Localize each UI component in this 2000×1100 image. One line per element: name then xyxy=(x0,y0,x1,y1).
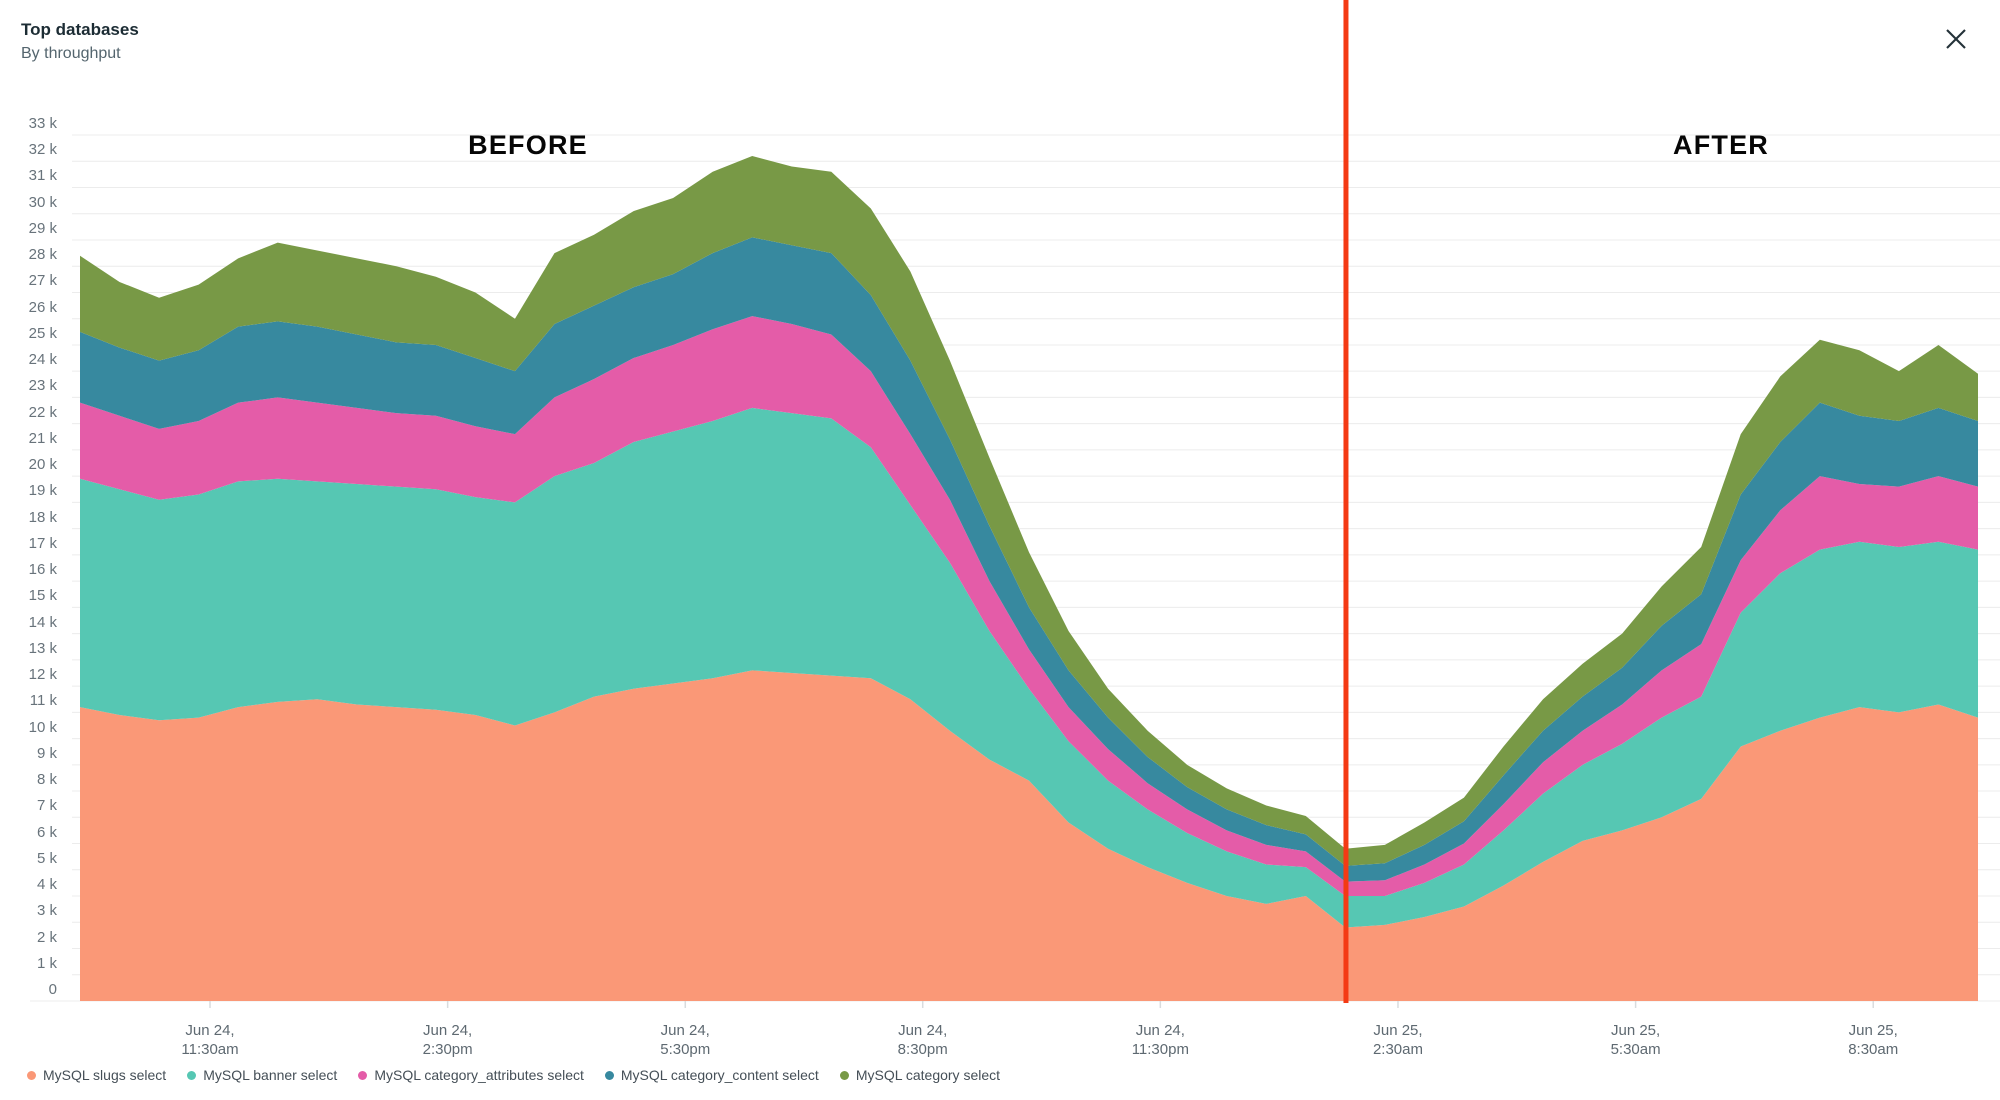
y-tick-label: 30 k xyxy=(28,193,57,211)
y-tick-label: 22 k xyxy=(28,403,57,421)
legend-dot xyxy=(604,1070,614,1080)
chart-legend: MySQL slugs select MySQL banner select MyS… xyxy=(27,1067,1000,1083)
x-tick-label: Jun 25, 2:30am xyxy=(1372,1022,1423,1058)
x-tick-label: Jun 24, 5:30pm xyxy=(660,1022,711,1058)
y-tick-label: 1 k xyxy=(36,954,57,972)
y-tick-label: 8 k xyxy=(36,771,57,789)
legend-label: MySQL banner select xyxy=(203,1067,338,1083)
x-tick-label: Jun 25, 8:30am xyxy=(1848,1022,1899,1058)
area-mysql-slugs-select xyxy=(80,670,1978,1001)
y-tick-label: 2 k xyxy=(36,928,57,946)
x-tick-label: Jun 24, 2:30pm xyxy=(422,1022,473,1058)
legend-label: MySQL category select xyxy=(855,1067,1001,1083)
x-tick-label: Jun 24, 11:30pm xyxy=(1131,1022,1189,1058)
y-tick-label: 19 k xyxy=(28,482,57,500)
x-tick-label: Jun 24, 11:30am xyxy=(181,1022,239,1058)
legend-item-mysql-category-content-select[interactable]: MySQL category_content select xyxy=(604,1067,819,1083)
y-tick-label: 23 k xyxy=(28,377,57,395)
area-mysql-category-attributes-select xyxy=(80,316,1978,897)
close-button[interactable] xyxy=(1938,22,1974,58)
legend-dot xyxy=(187,1070,197,1080)
x-tick-label: Jun 24, 8:30pm xyxy=(897,1022,948,1058)
y-tick-label: 3 k xyxy=(36,902,57,920)
y-tick-label: 18 k xyxy=(28,508,57,526)
y-tick-label: 13 k xyxy=(28,639,57,657)
deploy-divider-line xyxy=(1343,0,1349,1003)
y-tick-label: 27 k xyxy=(28,272,57,290)
y-tick-label: 26 k xyxy=(28,298,57,316)
legend-label: MySQL category_attributes select xyxy=(374,1067,584,1083)
legend-item-mysql-category-select[interactable]: MySQL category select xyxy=(839,1067,1001,1083)
y-tick-label: 17 k xyxy=(28,534,57,552)
y-tick-label: 15 k xyxy=(28,587,57,605)
legend-label: MySQL slugs select xyxy=(43,1067,167,1083)
area-mysql-banner-select xyxy=(80,407,1978,928)
y-tick-label: 6 k xyxy=(36,823,57,841)
y-tick-label: 5 k xyxy=(36,849,57,867)
legend-dot xyxy=(358,1070,368,1080)
y-tick-label: 16 k xyxy=(28,561,57,579)
legend-dot xyxy=(839,1070,849,1080)
y-tick-label: 33 k xyxy=(28,115,57,132)
legend-item-mysql-category-attributes-select[interactable]: MySQL category_attributes select xyxy=(358,1067,584,1083)
page-subtitle: By throughput xyxy=(21,45,121,62)
y-tick-label: 11 k xyxy=(29,692,57,710)
y-tick-label: 14 k xyxy=(28,613,57,631)
y-tick-label: 28 k xyxy=(28,246,57,264)
y-tick-label: 32 k xyxy=(28,141,57,159)
y-tick-label: 9 k xyxy=(36,744,57,762)
legend-label: MySQL category_content select xyxy=(620,1067,819,1083)
y-tick-label: 24 k xyxy=(28,351,57,369)
y-tick-label: 25 k xyxy=(28,324,57,342)
x-tick-label: Jun 25, 5:30am xyxy=(1610,1022,1661,1058)
y-tick-label: 12 k xyxy=(28,666,57,684)
y-tick-label: 31 k xyxy=(28,167,57,185)
y-tick-label: 4 k xyxy=(36,876,57,894)
y-tick-label: 29 k xyxy=(28,219,57,237)
y-tick-label: 7 k xyxy=(36,797,57,815)
page-title: Top databases xyxy=(21,20,139,39)
y-tick-label: 20 k xyxy=(28,456,57,474)
legend-dot xyxy=(27,1070,36,1080)
y-tick-label: 10 k xyxy=(28,718,57,736)
legend-item-mysql-banner-select[interactable]: MySQL banner select xyxy=(187,1067,337,1083)
y-tick-label: 0 xyxy=(48,981,57,998)
y-tick-label: 21 k xyxy=(28,429,57,447)
close-icon xyxy=(1946,29,1966,49)
legend-item-mysql-slugs-select[interactable]: MySQL slugs select xyxy=(27,1067,166,1083)
